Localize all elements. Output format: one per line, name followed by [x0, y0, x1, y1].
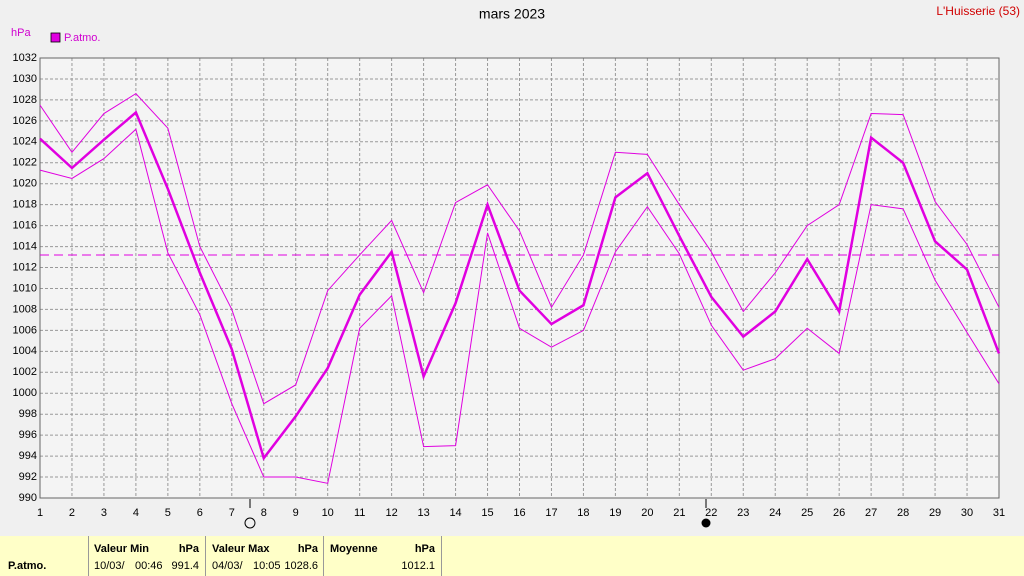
col-value: 991.4 [171, 560, 199, 572]
y-tick-label: 1010 [13, 282, 37, 294]
col-unit: hPa [414, 543, 435, 555]
col-value: 1028.6 [284, 560, 318, 572]
x-tick-label: 18 [577, 507, 589, 519]
x-tick-label: 26 [833, 507, 845, 519]
chart-title: mars 2023 [479, 6, 545, 22]
min-cell: Valeur Min hPa 10/03/ 00:46 991.4 [89, 536, 206, 576]
x-tick-label: 3 [101, 507, 107, 519]
col-unit: hPa [297, 543, 318, 555]
y-tick-label: 994 [19, 450, 37, 462]
y-tick-label: 992 [19, 471, 37, 483]
y-tick-label: 1008 [13, 303, 37, 315]
summary-table: P.atmo. Valeur Min hPa 10/03/ 00:46 991.… [0, 536, 1024, 576]
plot-border [39, 57, 1000, 499]
col-date: 10/03/ [94, 560, 125, 572]
x-tick-label: 21 [673, 507, 685, 519]
x-tick-label: 11 [354, 507, 365, 519]
y-tick-label: 1028 [13, 94, 37, 106]
col-header: Moyenne [330, 543, 378, 555]
x-tick-label: 31 [993, 507, 1005, 519]
x-tick-label: 14 [449, 507, 461, 519]
x-tick-label: 19 [609, 507, 621, 519]
new-moon [701, 518, 711, 528]
x-tick-label: 23 [737, 507, 749, 519]
y-tick-label: 1018 [13, 199, 37, 211]
x-tick-label: 1 [37, 507, 43, 519]
col-unit: hPa [178, 543, 199, 555]
y-tick-label: 1016 [13, 220, 37, 232]
x-tick-label: 9 [293, 507, 299, 519]
y-tick-label: 1026 [13, 115, 37, 127]
y-tick-label: 990 [19, 492, 37, 504]
mean-cell: Moyenne hPa 1012.1 [324, 536, 442, 576]
row-cell: P.atmo. [0, 536, 89, 576]
x-tick-label: 12 [386, 507, 398, 519]
x-tick-label: 24 [769, 507, 781, 519]
y-tick-label: 1030 [13, 73, 37, 85]
col-header: Valeur Max [212, 543, 270, 555]
y-tick-label: 1032 [13, 52, 37, 64]
y-tick-label: 1000 [13, 387, 37, 399]
y-tick-label: 1002 [13, 366, 37, 378]
x-tick-label: 25 [801, 507, 813, 519]
legend-label: P.atmo. [64, 32, 101, 44]
y-tick-label: 1020 [13, 178, 37, 190]
x-tick-label: 16 [513, 507, 525, 519]
col-value: 1012.1 [401, 560, 435, 572]
y-tick-label: 1006 [13, 324, 37, 336]
y-axis-label: hPa [11, 27, 31, 39]
y-tick-label: 1004 [13, 345, 37, 357]
col-time: 10:05 [253, 560, 281, 572]
mean-series-line [39, 110, 1001, 461]
x-tick-label: 2 [69, 507, 75, 519]
y-tick-label: 1022 [13, 157, 37, 169]
y-tick-label: 998 [19, 408, 37, 420]
max-cell: Valeur Max hPa 04/03/ 10:05 1028.6 [206, 536, 324, 576]
x-tick-label: 6 [197, 507, 203, 519]
max-line [39, 92, 1000, 405]
x-tick-label: 13 [417, 507, 429, 519]
x-tick-label: 28 [897, 507, 909, 519]
y-tick-label: 1012 [13, 261, 37, 273]
station-name: L'Huisserie (53) [936, 4, 1020, 18]
x-tick-label: 30 [961, 507, 973, 519]
x-tick-label: 8 [261, 507, 267, 519]
x-tick-label: 7 [229, 507, 235, 519]
legend-swatch [50, 32, 61, 43]
x-tick-label: 10 [322, 507, 334, 519]
row-label: P.atmo. [8, 560, 47, 572]
x-tick-label: 17 [545, 507, 557, 519]
y-tick-label: 1024 [13, 136, 37, 148]
x-tick-label: 22 [705, 507, 717, 519]
y-tick-label: 996 [19, 429, 37, 441]
chart: mars 2023 L'Huisserie (53) hPa P.atmo. 9… [11, 4, 1020, 529]
y-tick-label: 1014 [13, 240, 37, 252]
x-tick-label: 15 [481, 507, 493, 519]
x-tick-label: 27 [865, 507, 877, 519]
min-line [39, 128, 1000, 484]
x-tick-label: 29 [929, 507, 941, 519]
x-tick-label: 5 [165, 507, 171, 519]
x-tick-label: 4 [133, 507, 139, 519]
x-tick-label: 20 [641, 507, 653, 519]
col-header: Valeur Min [94, 543, 150, 555]
col-time: 00:46 [135, 560, 163, 572]
full-moon [244, 517, 256, 529]
col-date: 04/03/ [212, 560, 243, 572]
